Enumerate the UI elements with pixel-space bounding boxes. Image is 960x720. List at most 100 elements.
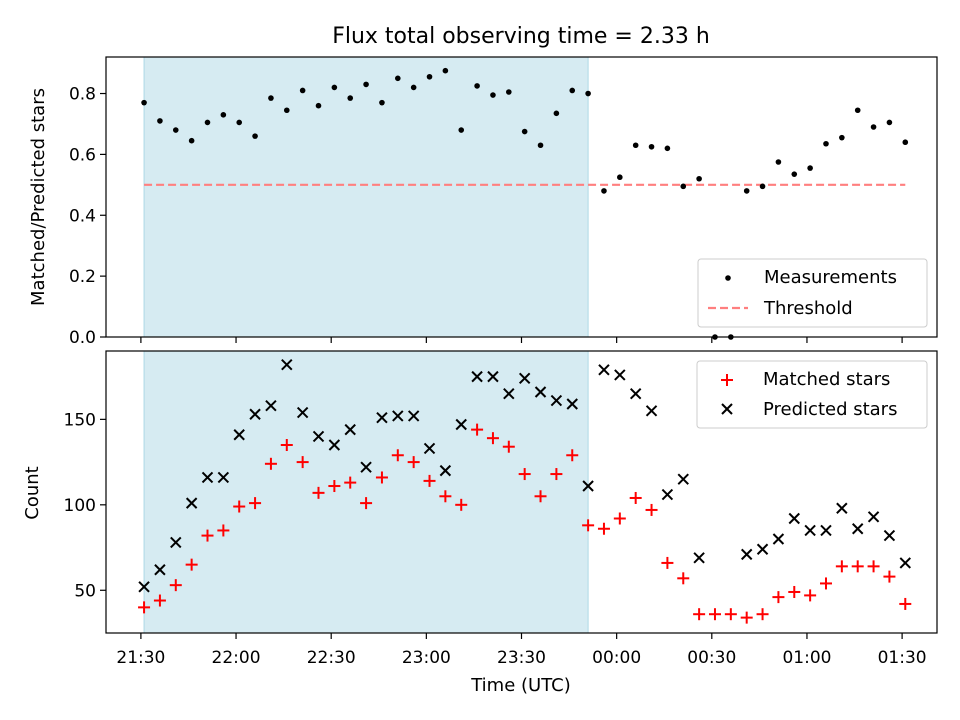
bottom-y-tick-label: 100 <box>64 496 96 516</box>
predicted-star-point <box>170 536 182 549</box>
predicted-star-point <box>392 410 404 422</box>
measurement-point <box>506 89 512 95</box>
measurement-point <box>268 95 274 101</box>
matched-star-point <box>201 529 214 542</box>
matched-star-point <box>835 560 848 573</box>
matched-star-point <box>566 449 579 462</box>
matched-star-point <box>724 608 737 621</box>
matched-star-point <box>264 457 277 470</box>
predicted-star-point <box>851 523 864 535</box>
matched-star-point <box>391 449 404 462</box>
legend-measurements-marker <box>725 275 731 281</box>
matched-star-point <box>740 611 753 624</box>
predicted-star-point <box>836 502 848 514</box>
measurement-point <box>775 159 782 165</box>
measurement-point <box>188 137 195 144</box>
legend-predicted-marker <box>721 403 733 415</box>
measurement-point <box>617 174 623 181</box>
measurement-point <box>902 139 909 146</box>
predicted-star-point <box>296 406 309 419</box>
matched-star-point <box>518 468 531 481</box>
measurement-point <box>839 134 845 141</box>
measurement-point <box>632 142 639 149</box>
x-tick-label: 00:00 <box>592 648 641 668</box>
measurement-point <box>807 165 813 171</box>
bottom-legend: Matched stars Predicted stars <box>696 360 928 429</box>
predicted-star-point <box>312 430 325 443</box>
predicted-star-point <box>582 480 594 492</box>
matched-star-point <box>455 498 468 511</box>
predicted-star-point <box>629 388 642 400</box>
measurement-point <box>537 142 544 149</box>
matched-star-point <box>217 524 230 537</box>
predicted-star-point <box>534 386 547 398</box>
measurement-point <box>474 83 480 89</box>
x-tick-label: 22:00 <box>212 648 261 668</box>
predicted-star-point <box>471 370 483 383</box>
measurement-point <box>347 95 354 101</box>
matched-star-point <box>677 572 690 585</box>
matched-star-point <box>407 456 420 469</box>
measurement-point <box>442 67 449 74</box>
bottom-panel: 50 100 150 21:30 22:00 22:30 23:00 23:30 00:00 0… <box>22 350 938 696</box>
top-panel: 0.00.20.40.60.8 Matched/Predicted stars … <box>28 56 938 348</box>
top-y-tick-label: 0.8 <box>69 85 96 105</box>
matched-star-point <box>613 512 626 525</box>
matched-star-point <box>328 480 341 493</box>
matched-star-point <box>899 597 912 610</box>
predicted-star-point <box>804 524 816 537</box>
measurement-point <box>553 110 560 117</box>
legend-predicted-label: Predicted stars <box>763 399 897 420</box>
measurement-point <box>854 107 861 114</box>
measurement-point <box>823 140 829 147</box>
measurement-point <box>299 87 306 94</box>
matched-star-point <box>629 491 642 504</box>
measurement-point <box>886 119 893 126</box>
measurement-point <box>870 124 877 130</box>
matched-star-point <box>312 486 325 499</box>
predicted-star-point <box>614 369 626 381</box>
matched-star-point <box>423 474 436 487</box>
predicted-star-point <box>185 497 198 509</box>
measurement-point <box>204 119 211 126</box>
matched-star-point <box>534 490 547 503</box>
matched-star-point <box>375 471 388 484</box>
matched-star-point <box>502 440 515 453</box>
predicted-star-point <box>281 358 293 371</box>
predicted-star-point <box>138 581 150 593</box>
matched-star-point <box>280 439 293 451</box>
predicted-star-point <box>566 398 578 410</box>
predicted-star-point <box>154 564 166 576</box>
predicted-star-point <box>423 442 436 455</box>
predicted-star-point <box>360 461 372 473</box>
matched-star-point <box>788 585 801 598</box>
matched-star-point <box>693 608 706 621</box>
predicted-star-point <box>677 473 689 485</box>
x-tick-label: 22:30 <box>307 648 356 668</box>
top-y-tick-label: 0.4 <box>69 206 96 226</box>
predicted-star-point <box>376 411 388 424</box>
matched-star-point <box>883 570 896 583</box>
measurement-point <box>236 119 243 126</box>
matched-star-point <box>804 589 817 602</box>
matched-star-point <box>851 560 864 573</box>
matched-star-point <box>486 432 499 445</box>
matched-star-point <box>296 456 309 469</box>
top-y-tick-label: 0.6 <box>69 145 96 165</box>
legend-matched-label: Matched stars <box>763 369 890 390</box>
measurement-point <box>521 128 528 135</box>
measurement-point <box>601 188 607 194</box>
measurement-point <box>252 133 258 139</box>
x-tick-label: 01:30 <box>878 648 927 668</box>
bottom-y-tick-label: 50 <box>74 581 96 601</box>
matched-star-point <box>756 608 769 621</box>
matched-star-point <box>185 558 198 571</box>
matched-star-point <box>169 579 182 592</box>
matched-star-point <box>471 423 484 436</box>
measurement-point <box>363 81 369 88</box>
measurement-point <box>680 183 687 190</box>
legend-matched-marker <box>721 374 733 386</box>
predicted-star-point <box>899 557 911 569</box>
measurement-point <box>172 127 179 133</box>
